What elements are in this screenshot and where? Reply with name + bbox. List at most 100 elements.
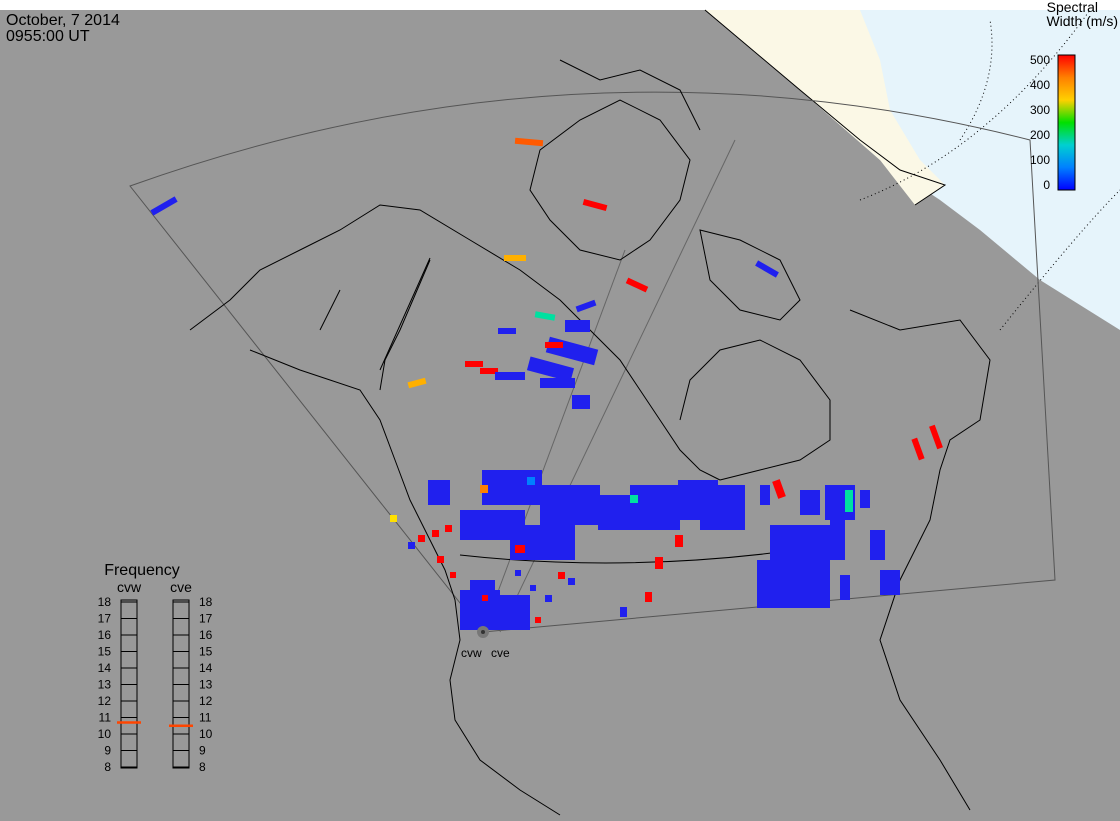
echo — [558, 572, 565, 579]
echo — [482, 470, 542, 505]
colorbar-title-2: Width (m/s) — [1046, 13, 1118, 29]
echo — [407, 377, 427, 389]
echo — [630, 495, 638, 503]
echo — [514, 137, 544, 147]
echo — [800, 490, 820, 515]
colorbar-tick-label: 200 — [1030, 128, 1050, 142]
echo — [540, 485, 600, 525]
frequency-tick-label-right: 13 — [199, 678, 213, 692]
echo — [437, 556, 444, 563]
frequency-tick-label-right: 16 — [199, 628, 213, 642]
echo — [545, 595, 552, 602]
echo — [465, 361, 483, 367]
radar-echoes — [150, 137, 943, 630]
echo — [535, 617, 541, 623]
frequency-tick-label-left: 11 — [99, 711, 112, 725]
echo — [498, 328, 516, 334]
echo — [760, 485, 770, 505]
frequency-tick-label-left: 9 — [104, 744, 111, 758]
echo — [830, 515, 845, 560]
colorbar-tick-label: 400 — [1030, 78, 1050, 92]
echo — [390, 515, 397, 522]
frequency-tick-label-right: 18 — [199, 595, 213, 609]
frequency-tick-label-right: 10 — [199, 727, 213, 741]
echo — [445, 525, 452, 532]
colorbar-tick-label: 100 — [1030, 153, 1050, 167]
frequency-title: Frequency — [104, 562, 180, 579]
frequency-label-cve: cve — [170, 579, 192, 595]
echo — [929, 424, 943, 450]
echo — [540, 378, 575, 388]
colorbar-tick-label: 0 — [1043, 178, 1050, 192]
frequency-tick-label-right: 8 — [199, 760, 206, 774]
echo — [630, 485, 680, 530]
radar-label-cvw: cvw — [461, 646, 482, 660]
coastlines — [189, 59, 991, 816]
echo — [515, 570, 521, 576]
echo — [450, 572, 456, 578]
field-of-view — [129, 91, 1056, 633]
echo — [620, 607, 627, 617]
echo — [840, 575, 850, 600]
terminator-coast — [704, 9, 947, 206]
frequency-tick-label-right: 12 — [199, 694, 213, 708]
echo — [572, 395, 590, 409]
echo — [772, 479, 786, 499]
colorbar-ramp — [1057, 54, 1076, 191]
echo — [418, 535, 425, 542]
echo — [757, 560, 830, 608]
colorbar-tick-label: 300 — [1030, 103, 1050, 117]
frequency-tick-label-right: 9 — [199, 744, 206, 758]
echo — [490, 595, 530, 630]
echo — [880, 570, 900, 595]
time-label: 0955:00 UT — [6, 28, 90, 45]
colorbar-title-1: Spectral — [1047, 0, 1098, 15]
frequency-tick-label-left: 18 — [98, 595, 112, 609]
frequency-tick-label-right: 14 — [199, 661, 213, 675]
echo — [526, 356, 575, 382]
echo — [504, 255, 526, 261]
echo — [150, 196, 178, 216]
echo — [515, 545, 525, 553]
echo — [545, 342, 563, 348]
frequency-tick-label-left: 15 — [98, 645, 112, 659]
echo — [432, 530, 439, 537]
echo — [510, 525, 575, 560]
echo — [534, 311, 556, 321]
echo — [480, 368, 498, 374]
frequency-tick-label-left: 17 — [98, 612, 112, 626]
frequency-tick-label-right: 11 — [199, 711, 212, 725]
daylight-land — [705, 10, 945, 205]
frequency-tick-label-left: 14 — [98, 661, 112, 675]
echo — [495, 372, 525, 380]
echo — [675, 535, 683, 547]
frequency-panel: Frequency cvw cve 18 18 17 17 16 16 15 15 14 14 13… — [98, 562, 213, 774]
frequency-tick-label-right: 17 — [199, 612, 213, 626]
frequency-label-cvw: cvw — [117, 579, 142, 595]
latitude-arc — [859, 9, 1091, 201]
echo — [755, 260, 779, 278]
echo — [870, 530, 885, 560]
echo — [645, 592, 652, 602]
echo — [655, 557, 663, 569]
frequency-tick-label-left: 10 — [98, 727, 112, 741]
frequency-tick-label-left: 12 — [98, 694, 112, 708]
radar-label-cve: cve — [491, 646, 510, 660]
echo — [582, 198, 608, 212]
echo — [911, 437, 925, 461]
date-label: October, 7 2014 — [6, 12, 120, 29]
echo — [408, 542, 415, 549]
echo — [527, 477, 535, 485]
echo — [482, 595, 488, 601]
frequency-tick-label-right: 15 — [199, 645, 213, 659]
echo — [625, 277, 649, 293]
frequency-tick-label-left: 13 — [98, 678, 112, 692]
echo — [860, 490, 870, 508]
radar-site-center — [481, 630, 485, 634]
echo — [565, 320, 590, 332]
frequency-tick-label-left: 8 — [104, 760, 111, 774]
colorbar-tick-label: 500 — [1030, 53, 1050, 67]
beam-boundary — [482, 249, 626, 633]
echo — [530, 585, 536, 591]
echo — [575, 299, 597, 313]
